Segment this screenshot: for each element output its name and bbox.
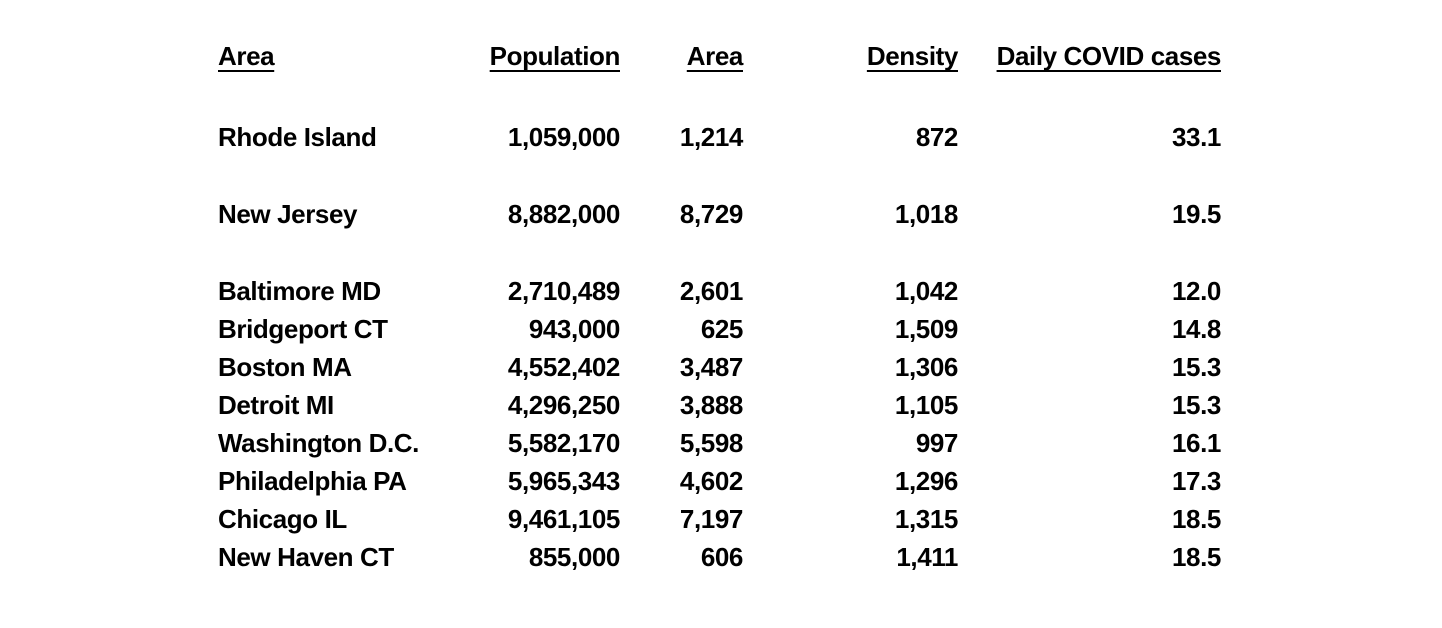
cell-area-name: Chicago IL <box>218 504 347 534</box>
blank-row <box>218 233 1221 272</box>
table-row-boston: Boston MA 4,552,402 3,487 1,306 15.3 <box>218 348 1221 386</box>
cell-area-name: New Jersey <box>218 199 358 229</box>
table-row-rhode-island: Rhode Island 1,059,000 1,214 872 33.1 <box>218 118 1221 156</box>
header-area-size: Area <box>686 41 744 71</box>
cell-area-name: Boston MA <box>218 352 352 382</box>
cell-area-size: 606 <box>700 542 744 572</box>
cell-population: 2,710,489 <box>507 276 620 306</box>
table-header-row: Area Population Area Density Daily COVID… <box>218 36 1221 76</box>
cell-population: 855,000 <box>528 542 621 572</box>
cell-covid-cases: 16.1 <box>1171 428 1221 458</box>
cell-covid-cases: 12.0 <box>1171 276 1221 306</box>
cell-population: 4,296,250 <box>507 390 620 420</box>
cell-density: 1,042 <box>894 276 958 306</box>
header-population: Population <box>489 41 621 71</box>
cell-population: 5,582,170 <box>507 428 620 458</box>
cell-area-name: Philadelphia PA <box>218 466 407 496</box>
cell-covid-cases: 18.5 <box>1171 542 1221 572</box>
cell-density: 1,411 <box>896 542 958 572</box>
table-row-baltimore: Baltimore MD 2,710,489 2,601 1,042 12.0 <box>218 272 1221 310</box>
cell-covid-cases: 14.8 <box>1171 314 1221 344</box>
cell-area-size: 5,598 <box>679 428 743 458</box>
cell-covid-cases: 33.1 <box>1171 122 1221 152</box>
cell-area-name: Detroit MI <box>218 390 334 420</box>
cell-area-size: 3,888 <box>679 390 743 420</box>
header-daily-covid-cases: Daily COVID cases <box>996 41 1222 71</box>
cell-area-size: 625 <box>700 314 744 344</box>
cell-area-size: 2,601 <box>679 276 743 306</box>
table-row-bridgeport: Bridgeport CT 943,000 625 1,509 14.8 <box>218 310 1221 348</box>
data-table-region: Area Population Area Density Daily COVID… <box>218 36 1221 576</box>
cell-area-size: 7,197 <box>679 504 743 534</box>
cell-population: 9,461,105 <box>507 504 620 534</box>
table-row-new-haven: New Haven CT 855,000 606 1,411 18.5 <box>218 538 1221 576</box>
cell-population: 8,882,000 <box>507 199 620 229</box>
cell-area-size: 4,602 <box>679 466 743 496</box>
cell-density: 1,296 <box>894 466 958 496</box>
cell-covid-cases: 18.5 <box>1171 504 1221 534</box>
cell-density: 1,509 <box>894 314 958 344</box>
table-row-detroit: Detroit MI 4,296,250 3,888 1,105 15.3 <box>218 386 1221 424</box>
cell-covid-cases: 17.3 <box>1171 466 1221 496</box>
header-density: Density <box>866 41 959 71</box>
cell-density: 872 <box>915 122 959 152</box>
cell-density: 1,306 <box>894 352 958 382</box>
cell-density: 1,018 <box>894 199 958 229</box>
table-row-washington-dc: Washington D.C. 5,582,170 5,598 997 16.1 <box>218 424 1221 462</box>
cell-population: 5,965,343 <box>507 466 620 496</box>
cell-density: 997 <box>915 428 959 458</box>
cell-area-size: 3,487 <box>679 352 743 382</box>
cell-area-name: Bridgeport CT <box>218 314 388 344</box>
table-row-chicago: Chicago IL 9,461,105 7,197 1,315 18.5 <box>218 500 1221 538</box>
cell-population: 1,059,000 <box>507 122 620 152</box>
table-row-philadelphia: Philadelphia PA 5,965,343 4,602 1,296 17… <box>218 462 1221 500</box>
blank-row <box>218 76 1221 118</box>
cell-covid-cases: 19.5 <box>1171 199 1221 229</box>
header-area-name: Area <box>218 41 275 71</box>
cell-area-name: Washington D.C. <box>218 428 420 458</box>
cell-area-name: New Haven CT <box>218 542 394 572</box>
table-row-new-jersey: New Jersey 8,882,000 8,729 1,018 19.5 <box>218 195 1221 233</box>
cell-density: 1,315 <box>894 504 958 534</box>
cell-area-name: Rhode Island <box>218 122 377 152</box>
cell-population: 4,552,402 <box>507 352 620 382</box>
cell-population: 943,000 <box>528 314 621 344</box>
cell-area-size: 8,729 <box>679 199 743 229</box>
cell-covid-cases: 15.3 <box>1171 390 1221 420</box>
cell-density: 1,105 <box>894 390 958 420</box>
cell-covid-cases: 15.3 <box>1171 352 1221 382</box>
cell-area-size: 1,214 <box>679 122 743 152</box>
blank-row <box>218 156 1221 195</box>
cell-area-name: Baltimore MD <box>218 276 381 306</box>
population-density-covid-table: Area Population Area Density Daily COVID… <box>218 36 1221 576</box>
